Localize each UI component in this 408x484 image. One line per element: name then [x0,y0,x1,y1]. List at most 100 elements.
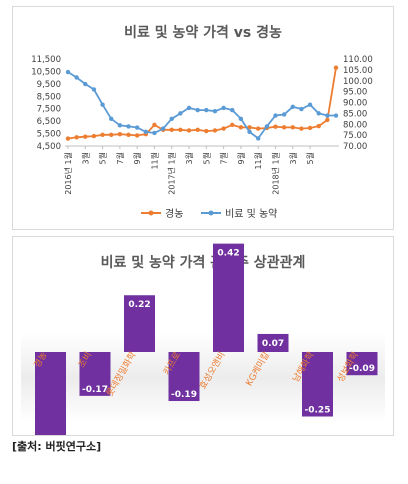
right-axis-tick: 70.00 [343,142,367,152]
series-0-point [126,132,131,138]
series-0-point [178,127,183,133]
series-0-point [169,127,174,133]
left-axis-tick: 9,500 [37,80,61,90]
series-0-point [195,127,200,133]
left-axis-tick: 4,500 [37,142,61,152]
x-axis-tick-label: 11월 [149,152,159,170]
bar [346,352,378,376]
right-axis-tick: 75.00 [343,131,367,141]
series-0-point [152,122,157,128]
bar [124,295,155,352]
series-0-point [212,128,218,133]
series-0-point [290,125,295,130]
series-0-point [204,128,209,134]
series-1-point [316,111,321,116]
series-1-point [247,129,252,135]
bar [35,352,66,435]
series-0-point [281,125,287,130]
series-0-point [65,136,71,141]
x-axis-tick-label: 7월 [219,152,229,164]
series-1-point [134,125,140,130]
series-0-point [325,117,330,123]
x-axis-tick-label: 9월 [236,152,246,164]
right-axis-tick: 85.00 [343,109,367,119]
series-0-point [109,132,114,138]
source-note: [출처: 버핏연구소] [12,440,102,453]
series-0-point [238,125,244,130]
legend-marker-0 [148,210,154,216]
series-1-point [264,124,270,129]
series-1-point [143,129,149,135]
x-axis-tick-label: 11월 [253,152,263,170]
series-1-point [160,126,166,131]
left-axis-tick: 5,500 [37,130,61,140]
bar [79,352,111,396]
bar [168,352,200,402]
series-1-point [169,116,174,122]
series-1-point [152,130,157,136]
series-1-point [126,124,131,129]
series-0-point [186,128,192,133]
series-0-point [247,125,252,130]
series-1-point [255,136,261,141]
series-1-point [221,105,226,111]
bar [302,352,333,417]
legend-marker-1 [208,210,214,216]
series-0-point [100,132,105,138]
series-1-point [195,107,200,113]
left-axis-tick: 6,500 [37,117,61,127]
x-axis-tick-label: 3월 [288,152,298,164]
series-0-point [333,65,339,70]
left-axis-tick: 10,500 [31,67,61,77]
series-1-point [91,87,97,92]
right-axis-tick: 105.00 [343,66,373,76]
bar-value-label: 0.42 [217,249,239,259]
left-axis-tick: 11,500 [31,55,61,65]
series-0-point [255,126,261,131]
series-1-point [83,81,88,87]
bar-value-label: -0.19 [171,390,197,400]
right-axis-tick: 100.00 [343,77,373,87]
series-1-point [186,105,192,111]
legend-label-1: 비료 및 농약 [225,208,277,220]
bar [213,243,244,352]
bar-value-label: -0.25 [305,406,331,416]
series-0-point [273,124,278,129]
series-0-point [299,126,304,131]
chart-title: 비료 및 농약 가격 vs 경농 [124,24,282,41]
line-chart-panel: 비료 및 농약 가격 vs 경농 4,500 5,500 6,500 7,500 8,50… [12,6,394,230]
series-1-point [100,102,105,107]
series-1-point [117,123,123,128]
series-1-point [65,69,71,75]
series-1-point [212,109,218,114]
right-axis-tick: 95.00 [343,88,367,98]
x-axis-tick-label: 5월 [201,152,211,164]
series-0-point [91,133,97,139]
left-axis-tick: 7,500 [37,105,61,115]
series-1-point [109,116,114,122]
bar-value-label: -0.09 [349,364,375,374]
bar [257,333,289,352]
series-1-point [290,104,295,110]
series-1-point [230,107,235,113]
x-axis-tick-label: 3월 [184,152,194,164]
series-0-point [316,123,321,129]
chart-title: 비료 및 농약 가격 관련주 상관관계 [101,254,306,271]
series-0-point [134,133,140,138]
series-1-point [74,75,79,80]
series-1-point [307,102,313,107]
bar-value-label: 0.07 [262,339,284,349]
x-axis-tick-label: 2016년 1월 [63,152,73,195]
x-axis-tick-label: 9월 [132,152,142,164]
series-0-point [117,131,123,137]
series-1-point [325,113,330,118]
series-1-point [299,106,304,112]
x-axis-tick-label: 2017년 1월 [167,152,177,195]
x-axis-tick-label: 5월 [98,152,108,164]
series-0-point [221,126,226,131]
bar-chart-panel: 비료 및 농약 가격 관련주 상관관계-0.39경농-0.17조비0.22롯데정… [12,236,394,436]
legend-label-0: 경농 [165,207,183,220]
series-1-point [281,112,287,117]
x-axis-tick-label: 7월 [115,152,125,164]
series-1-point [178,111,183,116]
